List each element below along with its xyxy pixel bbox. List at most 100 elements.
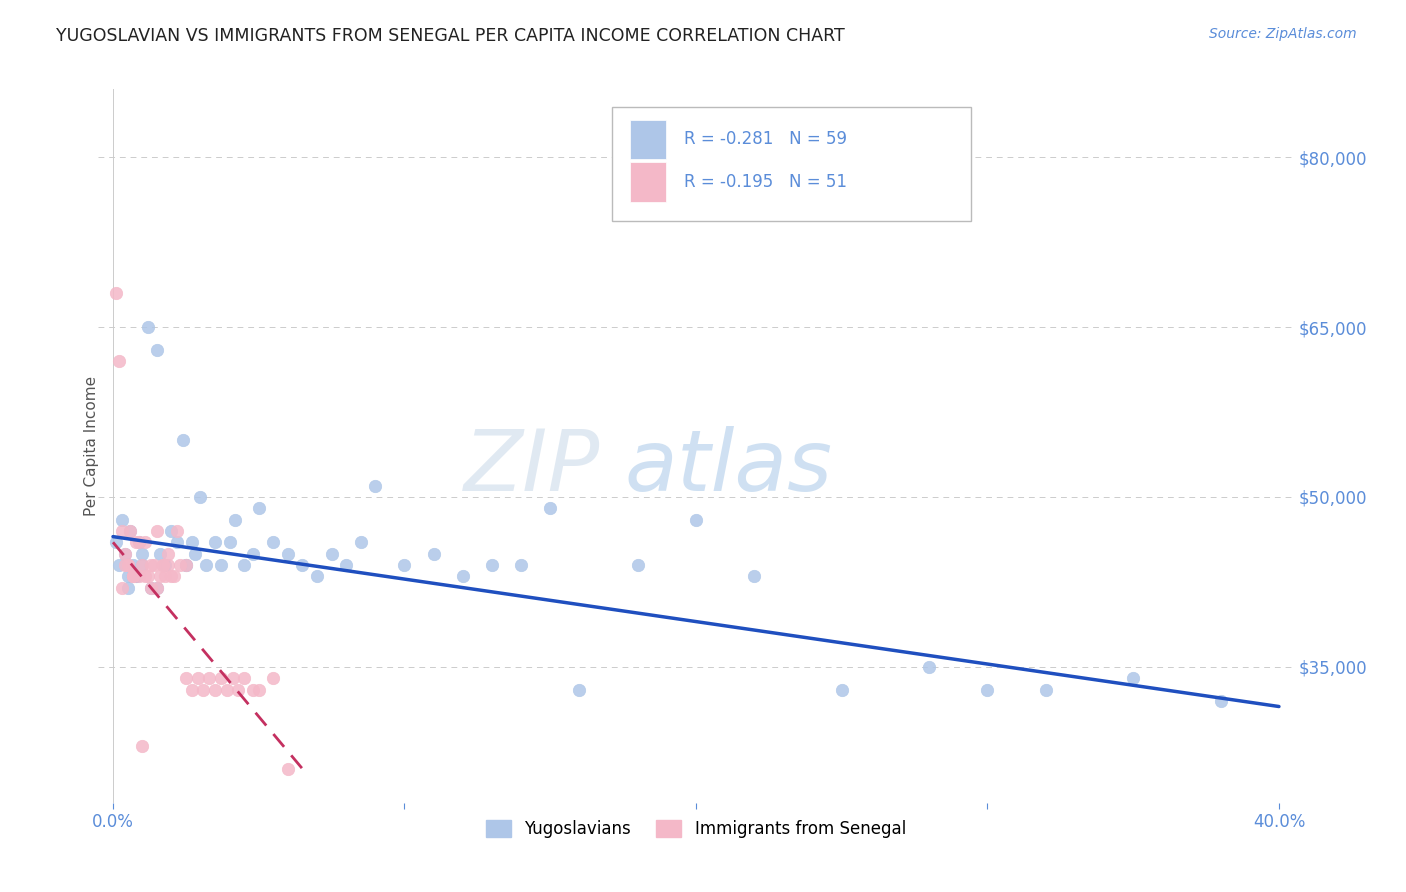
- Point: [247, 501, 270, 516]
- Point: [221, 671, 243, 685]
- Point: [1122, 671, 1144, 685]
- Point: [198, 671, 221, 685]
- Point: [139, 581, 162, 595]
- Text: Source: ZipAtlas.com: Source: ZipAtlas.com: [1209, 27, 1357, 41]
- Point: [451, 569, 474, 583]
- Point: [145, 343, 167, 357]
- Point: [145, 581, 167, 595]
- Point: [174, 671, 197, 685]
- Point: [166, 524, 188, 538]
- Point: [104, 535, 127, 549]
- Point: [209, 558, 232, 572]
- Point: [183, 547, 205, 561]
- Point: [180, 535, 202, 549]
- Point: [157, 558, 180, 572]
- Point: [157, 547, 180, 561]
- Point: [160, 524, 183, 538]
- Point: [247, 682, 270, 697]
- Point: [422, 547, 444, 561]
- Point: [218, 535, 240, 549]
- Point: [114, 547, 136, 561]
- Point: [120, 524, 142, 538]
- Point: [163, 569, 186, 583]
- Point: [277, 547, 299, 561]
- Point: [831, 682, 853, 697]
- Point: [209, 671, 232, 685]
- Point: [186, 671, 208, 685]
- Point: [139, 558, 162, 572]
- Point: [111, 513, 134, 527]
- Point: [180, 682, 202, 697]
- Point: [160, 569, 183, 583]
- Point: [134, 535, 156, 549]
- Point: [538, 501, 561, 516]
- Point: [120, 524, 142, 538]
- Point: [125, 535, 148, 549]
- Point: [350, 535, 373, 549]
- Point: [136, 320, 159, 334]
- Point: [122, 569, 145, 583]
- Point: [139, 581, 162, 595]
- Point: [335, 558, 357, 572]
- Point: [155, 569, 177, 583]
- Point: [321, 547, 343, 561]
- Point: [193, 682, 215, 697]
- Point: [117, 558, 139, 572]
- Text: YUGOSLAVIAN VS IMMIGRANTS FROM SENEGAL PER CAPITA INCOME CORRELATION CHART: YUGOSLAVIAN VS IMMIGRANTS FROM SENEGAL P…: [56, 27, 845, 45]
- Point: [149, 547, 172, 561]
- Point: [242, 547, 264, 561]
- Point: [149, 569, 172, 583]
- Point: [190, 490, 212, 504]
- Point: [224, 513, 246, 527]
- Point: [108, 558, 131, 572]
- Point: [364, 478, 387, 492]
- Bar: [630, 162, 666, 202]
- Point: [742, 569, 765, 583]
- Point: [510, 558, 533, 572]
- Point: [145, 524, 167, 538]
- Point: [918, 660, 941, 674]
- Legend: Yugoslavians, Immigrants from Senegal: Yugoslavians, Immigrants from Senegal: [479, 813, 912, 845]
- Point: [128, 535, 150, 549]
- Point: [111, 524, 134, 538]
- Point: [145, 581, 167, 595]
- Text: R = -0.195   N = 51: R = -0.195 N = 51: [685, 173, 846, 191]
- Text: R = -0.281   N = 59: R = -0.281 N = 59: [685, 130, 846, 148]
- Point: [152, 558, 174, 572]
- Point: [117, 558, 139, 572]
- Bar: [630, 120, 666, 159]
- Point: [131, 547, 153, 561]
- Point: [174, 558, 197, 572]
- Text: ZIP: ZIP: [464, 425, 600, 509]
- Point: [277, 762, 299, 776]
- Point: [685, 513, 707, 527]
- Point: [166, 535, 188, 549]
- Point: [233, 671, 256, 685]
- Point: [262, 535, 284, 549]
- Text: atlas: atlas: [624, 425, 832, 509]
- Point: [108, 354, 131, 368]
- Point: [204, 682, 226, 697]
- Point: [1209, 694, 1232, 708]
- Point: [481, 558, 503, 572]
- Point: [172, 434, 194, 448]
- Point: [169, 558, 191, 572]
- Point: [152, 558, 174, 572]
- Point: [117, 569, 139, 583]
- Point: [128, 569, 150, 583]
- Point: [228, 682, 250, 697]
- Point: [291, 558, 314, 572]
- Point: [136, 569, 159, 583]
- Point: [174, 558, 197, 572]
- Point: [174, 558, 197, 572]
- Point: [114, 558, 136, 572]
- Point: [111, 581, 134, 595]
- Point: [242, 682, 264, 697]
- Point: [131, 558, 153, 572]
- Point: [134, 569, 156, 583]
- Point: [117, 581, 139, 595]
- Point: [142, 558, 165, 572]
- Point: [568, 682, 591, 697]
- Point: [122, 569, 145, 583]
- Point: [131, 739, 153, 754]
